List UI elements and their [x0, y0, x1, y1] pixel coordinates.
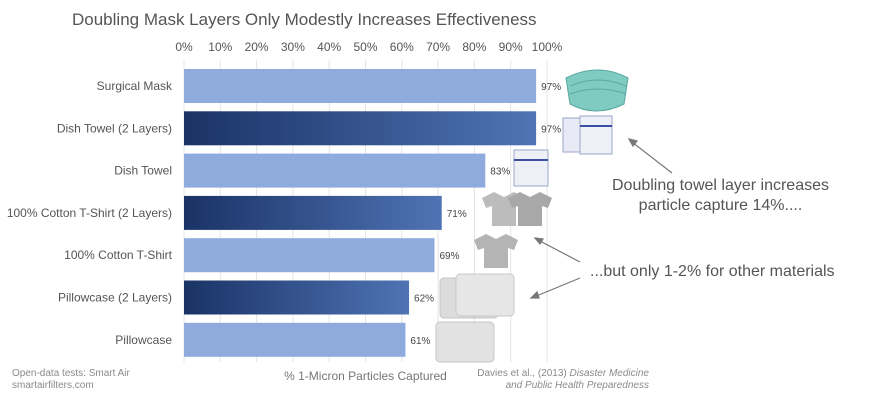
- value-label: 69%: [439, 251, 459, 262]
- category-label: Surgical Mask: [97, 79, 173, 93]
- footer-citation-authors: Davies et al., (2013): [477, 368, 570, 379]
- value-label: 71%: [447, 209, 467, 220]
- category-label: Pillowcase (2 Layers): [58, 291, 172, 305]
- x-tick-label: 70%: [426, 40, 450, 54]
- category-label: Dish Towel (2 Layers): [57, 121, 172, 135]
- value-label: 62%: [414, 294, 434, 305]
- value-label: 97%: [541, 82, 561, 93]
- category-label: Pillowcase: [115, 333, 172, 347]
- bar: [184, 322, 406, 357]
- value-label: 61%: [410, 336, 430, 347]
- x-tick-label: 0%: [175, 40, 193, 54]
- footer-citation-journal-2: and Public Health Preparedness: [505, 380, 649, 391]
- footer-source-line1: Open-data tests: Smart Air: [12, 368, 130, 379]
- x-tick-label: 30%: [281, 40, 305, 54]
- towel-annotation-line2: particle capture 14%....: [638, 197, 803, 214]
- bar: [184, 238, 435, 273]
- others-annotation: ...but only 1-2% for other materials: [590, 263, 835, 280]
- value-label: 97%: [541, 124, 561, 135]
- x-tick-label: 60%: [390, 40, 414, 54]
- category-label: 100% Cotton T-Shirt (2 Layers): [7, 206, 172, 220]
- footer-source-right: Davies et al., (2013) Disaster Medicine …: [477, 368, 649, 392]
- footer-source-left: Open-data tests: Smart Air smartairfilte…: [12, 368, 130, 392]
- chart-title: Doubling Mask Layers Only Modestly Incre…: [72, 10, 537, 29]
- footer-citation-line1: Davies et al., (2013) Disaster Medicine: [477, 368, 649, 380]
- x-axis-label: % 1-Micron Particles Captured: [284, 369, 447, 383]
- footer-citation-line2: and Public Health Preparedness: [477, 380, 649, 392]
- surgical-mask-image: [565, 69, 629, 112]
- bar: [184, 195, 442, 230]
- x-tick-label: 10%: [208, 40, 232, 54]
- category-label: 100% Cotton T-Shirt: [64, 248, 173, 262]
- x-tick-label: 20%: [245, 40, 269, 54]
- x-tick-label: 90%: [499, 40, 523, 54]
- bar: [184, 153, 486, 188]
- annotation-arrows: [529, 138, 673, 299]
- bar: [184, 69, 537, 103]
- x-tick-label: 100%: [532, 40, 563, 54]
- x-tick-label: 40%: [317, 40, 341, 54]
- value-label: 83%: [490, 167, 510, 178]
- category-label: Dish Towel: [114, 164, 172, 178]
- towel-annotation-line1: Doubling towel layer increases: [612, 177, 829, 194]
- bar: [184, 111, 537, 146]
- footer-source-line2: smartairfilters.com: [12, 380, 94, 391]
- dish-towel-image: [513, 115, 613, 187]
- towel-annotation: Doubling towel layer increases particle …: [612, 176, 829, 216]
- pillowcase-image: [435, 273, 515, 363]
- x-tick-label: 50%: [353, 40, 377, 54]
- t-shirt-image: [474, 192, 552, 268]
- footer-citation-journal-1: Disaster Medicine: [569, 368, 649, 379]
- x-tick-label: 80%: [462, 40, 486, 54]
- bar: [184, 280, 410, 315]
